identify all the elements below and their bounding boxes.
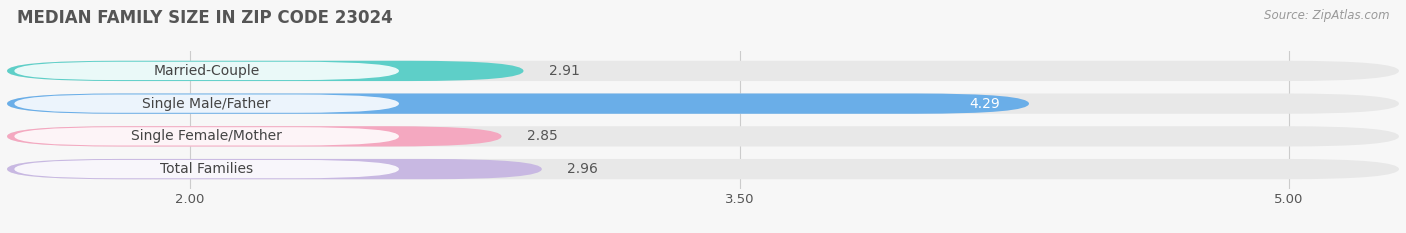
Text: Total Families: Total Families [160,162,253,176]
Text: 2.85: 2.85 [527,129,558,143]
Text: 2.91: 2.91 [550,64,581,78]
FancyBboxPatch shape [14,62,399,80]
Text: Married-Couple: Married-Couple [153,64,260,78]
FancyBboxPatch shape [7,93,1029,114]
FancyBboxPatch shape [14,160,399,178]
Text: Single Female/Mother: Single Female/Mother [131,129,283,143]
Text: Source: ZipAtlas.com: Source: ZipAtlas.com [1264,9,1389,22]
FancyBboxPatch shape [7,159,1399,179]
Text: 4.29: 4.29 [969,97,1000,111]
FancyBboxPatch shape [14,127,399,146]
FancyBboxPatch shape [7,61,1399,81]
Text: MEDIAN FAMILY SIZE IN ZIP CODE 23024: MEDIAN FAMILY SIZE IN ZIP CODE 23024 [17,9,392,27]
FancyBboxPatch shape [7,93,1399,114]
FancyBboxPatch shape [7,126,502,147]
Text: 2.96: 2.96 [568,162,599,176]
FancyBboxPatch shape [7,159,541,179]
FancyBboxPatch shape [7,126,1399,147]
FancyBboxPatch shape [7,61,523,81]
FancyBboxPatch shape [14,94,399,113]
Text: Single Male/Father: Single Male/Father [142,97,271,111]
